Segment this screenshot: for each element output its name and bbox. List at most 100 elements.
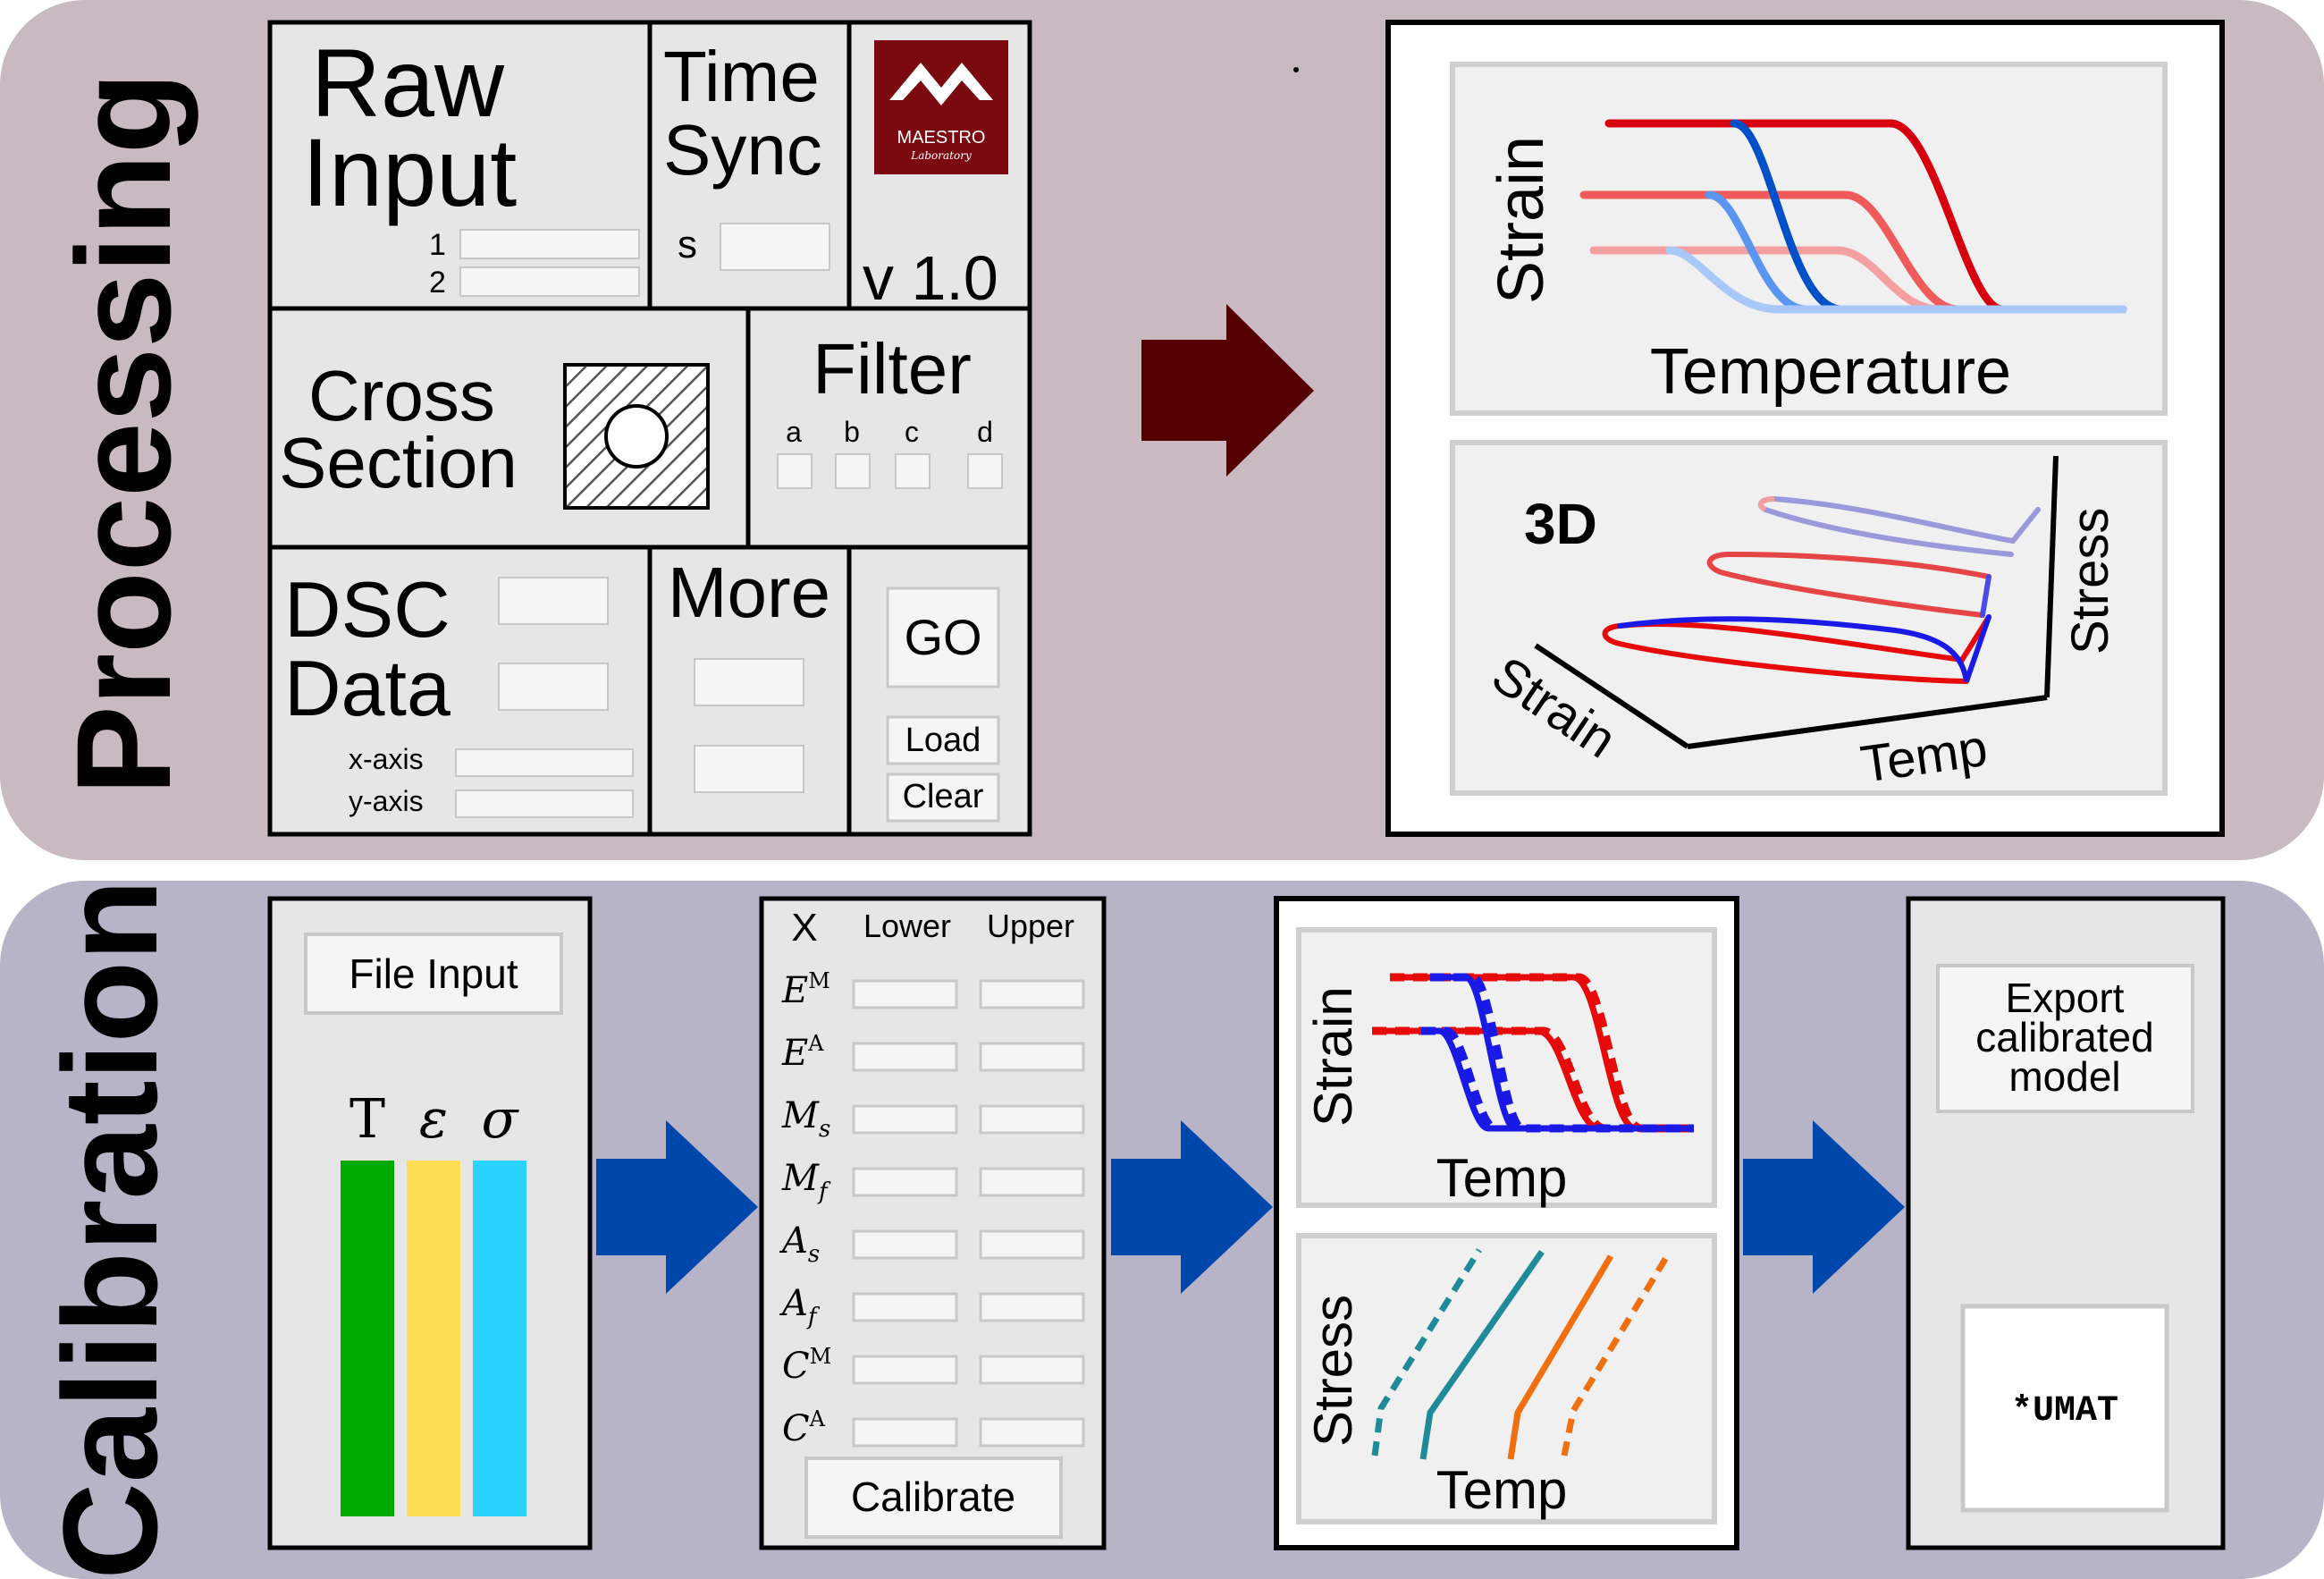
filter-label-b: b: [844, 416, 860, 448]
3d-loop-front: [1602, 614, 1991, 684]
param-symbol-mf: Mf: [781, 1158, 831, 1205]
time-sync-title-2: Sync: [663, 110, 822, 190]
data-red-high: [1390, 973, 1694, 1133]
austenite-start-line: [1507, 1254, 1614, 1460]
maestro-logo: MAESTRO Laboratory v 1.0: [863, 40, 1008, 313]
strain-temperature-plot: Strain Temperature: [1486, 119, 2127, 408]
calibrate-button-label: Calibrate: [851, 1473, 1015, 1520]
calibration-arrow-2[interactable]: [1111, 1120, 1273, 1294]
calibrate-button[interactable]: [804, 1457, 1063, 1539]
3d-stress-label: Stress: [2061, 508, 2119, 654]
time-sync-field[interactable]: [720, 223, 830, 271]
go-button[interactable]: [886, 587, 1000, 688]
file-input-button[interactable]: [304, 933, 563, 1015]
calibration-stress-plot: Stress Temp: [1303, 1248, 1672, 1520]
column-symbol-strain: ε: [419, 1088, 448, 1151]
param-header-upper: Upper: [987, 908, 1074, 944]
calibration-band-label: Calibration: [35, 879, 185, 1579]
dsc-field-2[interactable]: [498, 663, 609, 711]
cross-section-section: Cross Section: [279, 356, 710, 510]
raw-input-section: Raw Input 1 2: [302, 29, 640, 300]
param-lower-field[interactable]: [852, 1355, 958, 1385]
mountain-icon: [889, 63, 993, 106]
action-buttons: GO Load Clear: [886, 587, 1000, 823]
filter-title: Filter: [813, 329, 972, 409]
param-upper-field[interactable]: [979, 1355, 1085, 1385]
column-symbol-stress: σ: [482, 1088, 520, 1151]
calibration-stress-temp-label: Temp: [1436, 1460, 1568, 1520]
filter-label-a: a: [786, 416, 802, 448]
param-upper-field[interactable]: [979, 1167, 1085, 1197]
stress-strain-temp-3d-plot: 3D Strain Temp Stress: [1482, 455, 2119, 794]
martensite-start-line: [1371, 1248, 1482, 1457]
param-symbol-ms: Ms: [781, 1095, 830, 1143]
strain-axis-label: Strain: [1486, 136, 1557, 304]
umat-output-box[interactable]: [1960, 1304, 2169, 1513]
param-upper-field[interactable]: [979, 1417, 1085, 1448]
param-upper-field[interactable]: [979, 1292, 1085, 1322]
3d-loop-back-red: [1757, 496, 1775, 512]
go-button-label: GO: [904, 609, 981, 665]
param-symbol-ca: CA: [782, 1406, 826, 1449]
filter-field-a[interactable]: [777, 453, 813, 489]
dsc-y-axis-label: y-axis: [349, 785, 424, 817]
dsc-title-2: Data: [284, 644, 450, 732]
raw-input-field-1[interactable]: [459, 229, 640, 259]
param-lower-field[interactable]: [852, 1104, 958, 1135]
time-sync-section: Time Sync s: [663, 37, 830, 271]
logo-brand: MAESTRO: [897, 128, 986, 148]
temperature-column-bar: [341, 1161, 394, 1516]
param-upper-field[interactable]: [979, 1229, 1085, 1260]
filter-field-b[interactable]: [835, 453, 871, 489]
calibration-arrow-1[interactable]: [596, 1120, 758, 1294]
stray-dot: [1293, 67, 1299, 72]
cross-section-title: Cross: [308, 356, 495, 435]
processing-band-label: Processing: [48, 72, 198, 796]
load-button[interactable]: [886, 715, 1000, 765]
param-symbol-as: As: [779, 1220, 820, 1268]
dsc-field-1[interactable]: [498, 577, 609, 625]
calibration-strain-temp-label: Temp: [1436, 1148, 1568, 1208]
more-field-2[interactable]: [694, 745, 804, 793]
curve-blue-low: [1665, 246, 2127, 314]
data-blue-low: [1421, 1026, 1497, 1133]
raw-input-field-2[interactable]: [459, 266, 640, 297]
austenite-finish-line: [1561, 1250, 1672, 1457]
calibration-strain-plot: Strain Temp: [1303, 973, 1694, 1208]
more-field-1[interactable]: [694, 658, 804, 706]
3d-loop-front-blue: [1617, 614, 1991, 682]
param-upper-field[interactable]: [979, 1104, 1085, 1135]
dsc-x-axis-field[interactable]: [455, 748, 634, 777]
curve-red-high: [1604, 119, 2127, 314]
param-header-x: X: [791, 906, 817, 950]
column-symbol-temperature: T: [349, 1088, 385, 1151]
param-lower-field[interactable]: [852, 979, 958, 1009]
dsc-data-section: DSC Data x-axis y-axis: [284, 565, 634, 818]
param-lower-field[interactable]: [852, 1229, 958, 1260]
param-symbol-cm: CM: [782, 1344, 831, 1387]
load-button-label: Load: [905, 722, 981, 759]
param-lower-field[interactable]: [852, 1417, 958, 1448]
fit-blue-low: [1421, 1027, 1694, 1132]
param-upper-field[interactable]: [979, 1042, 1085, 1072]
3d-axis-temp: [1687, 695, 2048, 749]
raw-input-label-2: 2: [429, 266, 446, 300]
param-upper-field[interactable]: [979, 979, 1085, 1009]
filter-section: Filter a b c d: [777, 329, 1003, 489]
filter-field-c[interactable]: [895, 453, 930, 489]
param-lower-field[interactable]: [852, 1292, 958, 1322]
clear-button[interactable]: [886, 773, 1000, 823]
filter-field-d[interactable]: [967, 453, 1003, 489]
calibration-stress-label: Stress: [1303, 1295, 1363, 1447]
more-section: More: [668, 553, 830, 793]
raw-input-title-2: Input: [302, 118, 517, 226]
3d-axis-stress: [2044, 455, 2059, 698]
calibration-arrow-3[interactable]: [1743, 1120, 1905, 1294]
filter-label-c: c: [905, 416, 919, 448]
param-lower-field[interactable]: [852, 1042, 958, 1072]
param-lower-field[interactable]: [852, 1167, 958, 1197]
dsc-y-axis-field[interactable]: [455, 790, 634, 818]
export-model-button[interactable]: [1936, 964, 2194, 1113]
